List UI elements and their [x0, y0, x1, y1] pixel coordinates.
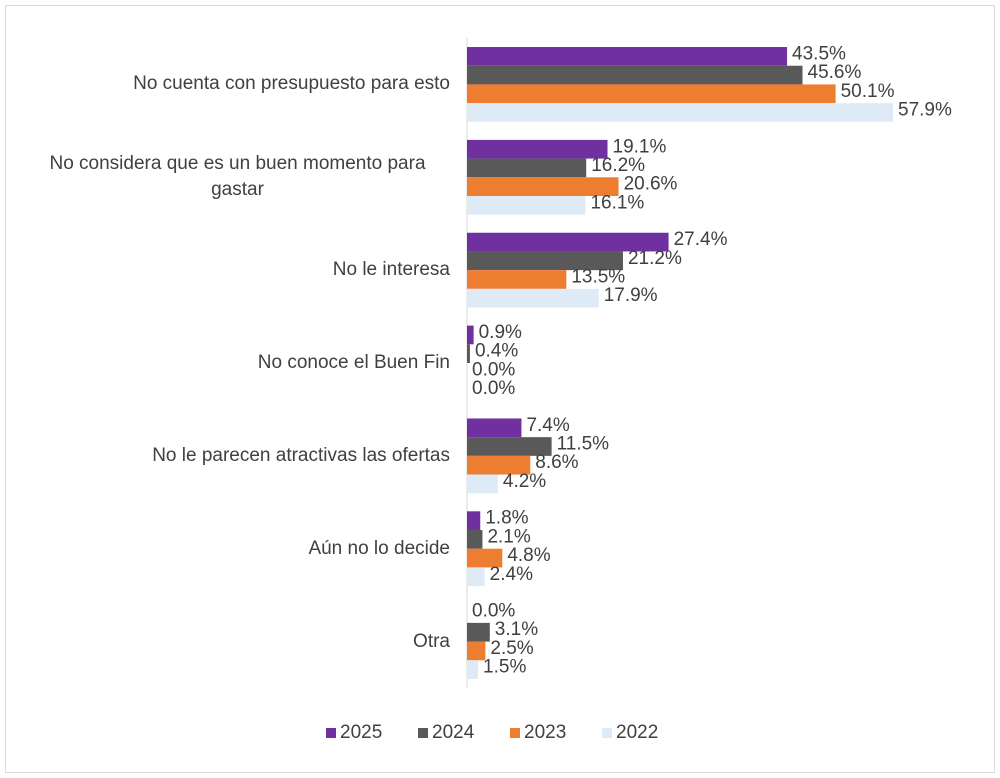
bar	[467, 511, 481, 531]
data-label: 20.6%	[624, 174, 678, 195]
chart-border	[5, 5, 995, 773]
bar	[467, 641, 486, 661]
category-label: No conoce el Buen Fin	[257, 352, 450, 373]
legend-label: 2022	[616, 722, 658, 743]
data-label: 43.5%	[792, 43, 846, 64]
legend-swatch	[418, 728, 428, 738]
bar	[467, 418, 522, 438]
data-label: 19.1%	[613, 136, 667, 157]
bar	[467, 270, 567, 289]
data-label: 45.6%	[808, 62, 862, 83]
bar	[467, 288, 599, 308]
bar	[467, 65, 803, 85]
category-label: No considera que es un buen momento para…	[49, 153, 426, 201]
bar	[467, 325, 474, 345]
data-label: 0.0%	[472, 601, 515, 622]
category-label-box: No le interesa	[0, 240, 450, 300]
bar	[467, 455, 531, 475]
data-label: 0.4%	[475, 341, 518, 362]
bar	[467, 177, 619, 196]
data-label: 0.0%	[472, 359, 515, 380]
data-label: 2.4%	[490, 564, 533, 585]
data-label: 0.0%	[472, 378, 515, 399]
category-label: No cuenta con presupuesto para esto	[133, 73, 450, 95]
data-label: 4.8%	[507, 545, 550, 566]
category-label-box: No cuenta con presupuesto para esto	[0, 54, 450, 114]
category-label-box: No le parecen atractivas las ofertas	[0, 426, 450, 486]
data-label: 21.2%	[628, 248, 682, 269]
legend-label: 2024	[432, 722, 475, 743]
data-label: 3.1%	[495, 619, 538, 640]
legend-swatch	[602, 728, 612, 738]
bar	[467, 344, 470, 363]
bar	[467, 232, 669, 252]
data-label: 2.1%	[487, 526, 530, 547]
data-label: 50.1%	[841, 81, 895, 102]
bar	[467, 530, 483, 549]
data-label: 13.5%	[571, 267, 625, 288]
legend-swatch	[510, 728, 520, 738]
bar	[467, 84, 836, 104]
bar	[467, 660, 479, 679]
data-label: 57.9%	[898, 99, 952, 120]
category-label-box: No considera que es un buen momento para…	[0, 147, 450, 207]
bar	[467, 195, 586, 215]
legend-label: 2023	[524, 722, 566, 743]
data-label: 8.6%	[535, 452, 578, 473]
bar	[467, 47, 788, 66]
data-label: 1.8%	[485, 508, 528, 529]
data-label: 4.2%	[503, 471, 546, 492]
category-label-box: Otra	[0, 612, 450, 672]
data-label: 27.4%	[674, 229, 728, 250]
bar	[467, 139, 608, 159]
data-label: 17.9%	[604, 285, 658, 306]
category-label: Aún no lo decide	[308, 537, 450, 559]
data-label: 0.9%	[479, 322, 522, 343]
bar	[467, 158, 587, 178]
bar	[467, 548, 503, 568]
bar	[467, 437, 552, 456]
legend-swatch	[326, 728, 336, 738]
bar	[467, 103, 893, 122]
bar	[467, 251, 623, 271]
data-label: 2.5%	[490, 638, 533, 659]
data-label: 16.2%	[591, 155, 645, 176]
bar	[467, 622, 490, 642]
data-label: 11.5%	[557, 434, 610, 455]
data-label: 7.4%	[526, 415, 569, 436]
bar	[467, 474, 498, 494]
data-label: 16.1%	[590, 192, 644, 213]
bar	[467, 567, 485, 587]
category-label: No le interesa	[332, 259, 450, 281]
category-label-box: No conoce el Buen Fin	[0, 333, 450, 393]
data-label: 1.5%	[483, 657, 526, 678]
legend-label: 2025	[340, 722, 382, 743]
category-label: Otra	[413, 630, 450, 652]
category-label-box: Aún no lo decide	[0, 519, 450, 579]
category-label: No le parecen atractivas las ofertas	[152, 444, 450, 466]
